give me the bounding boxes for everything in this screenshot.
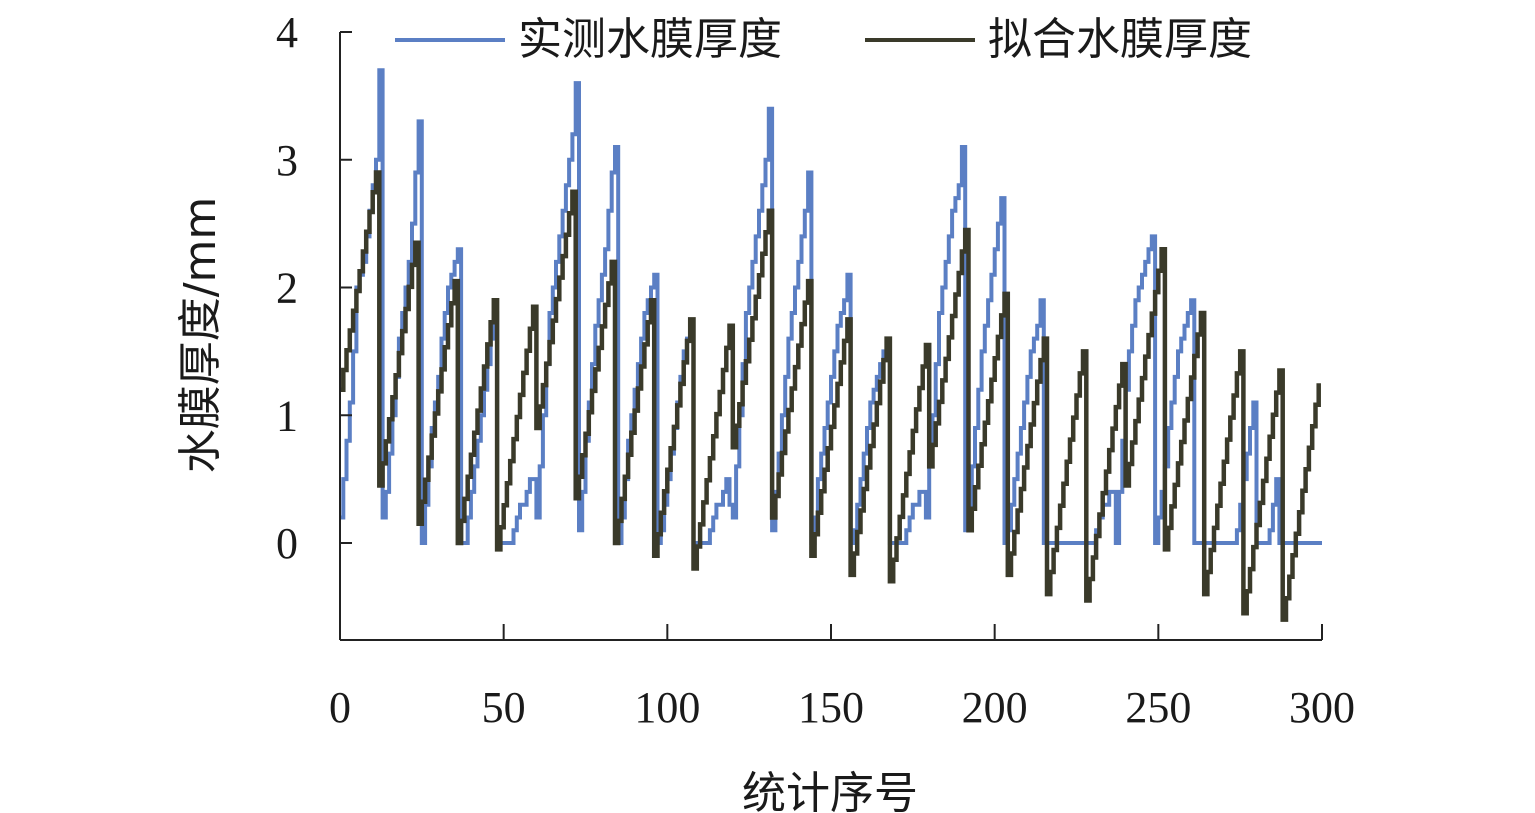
y-tick-label: 2 — [276, 264, 298, 313]
axes — [339, 32, 1322, 641]
x-tick-label: 100 — [634, 683, 700, 732]
x-tick-label: 0 — [329, 683, 351, 732]
series-line-fitted — [340, 170, 1321, 622]
x-axis-title: 统计序号 — [742, 768, 918, 813]
x-tick-label: 250 — [1125, 683, 1191, 732]
y-axis-title: 水膜厚度/mm — [175, 197, 226, 474]
legend-label-measured: 实测水膜厚度 — [518, 14, 782, 65]
y-tick-label: 4 — [276, 8, 298, 57]
y-ticks: 0 1 2 3 4 — [276, 8, 352, 568]
plot-series — [340, 68, 1322, 622]
legend: 实测水膜厚度 拟合水膜厚度 — [395, 14, 1252, 65]
y-tick-label: 3 — [276, 136, 298, 185]
x-ticks: 0 50 100 150 200 250 300 — [329, 624, 1355, 732]
legend-label-fitted: 拟合水膜厚度 — [988, 14, 1252, 65]
x-tick-label: 200 — [962, 683, 1028, 732]
x-tick-label: 300 — [1289, 683, 1355, 732]
x-tick-label: 50 — [482, 683, 526, 732]
y-tick-label: 1 — [276, 391, 298, 440]
x-tick-label: 150 — [798, 683, 864, 732]
series-line-measured — [340, 68, 1322, 545]
y-tick-label: 0 — [276, 519, 298, 568]
